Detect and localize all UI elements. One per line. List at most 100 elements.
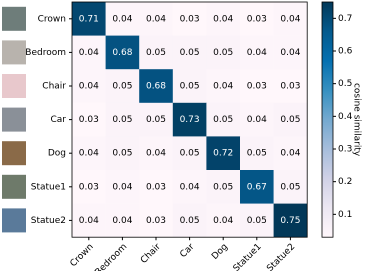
cell-label: 0.04 (79, 48, 99, 58)
cell-label: 0.05 (247, 216, 267, 226)
x-tick-label: Car (178, 242, 196, 260)
heatmap-cell (240, 170, 274, 204)
heatmap-cell (172, 2, 207, 36)
heatmap-cell (72, 69, 106, 104)
heatmap-cell (72, 2, 106, 36)
cell-label: 0.05 (180, 48, 200, 58)
cell-label: 0.75 (280, 216, 300, 226)
y-tick-label: Crown (38, 14, 66, 24)
colorbar-tick-label: 0.6 (338, 47, 353, 57)
thumbnail-image (2, 6, 26, 31)
y-tick-label: Bedroom (25, 48, 66, 58)
cell-label: 0.03 (247, 14, 267, 24)
heatmap-cell (139, 69, 174, 104)
x-tick-label: Bedroom (93, 242, 129, 271)
cell-label: 0.05 (146, 48, 166, 58)
heatmap-cell (72, 136, 106, 171)
heatmap-cell (139, 170, 174, 204)
heatmap-cell (172, 69, 207, 104)
heatmap-cell (139, 2, 174, 36)
cell-label: 0.04 (180, 182, 200, 192)
colorbar-tick-label: 0.3 (338, 145, 352, 155)
heatmap-cell (240, 69, 274, 104)
heatmap-cell (240, 203, 274, 238)
thumbnail-image (2, 141, 26, 166)
x-tick-label: Statue1 (232, 242, 264, 271)
cell-label: 0.03 (280, 82, 300, 92)
heatmap-cell (105, 35, 140, 70)
cell-label: 0.05 (213, 48, 233, 58)
y-tick-label: Car (51, 115, 67, 125)
heatmap-cell (273, 2, 308, 36)
cell-label: 0.03 (79, 182, 99, 192)
cell-label: 0.04 (280, 14, 300, 24)
heatmap-cell (273, 35, 308, 70)
cell-label: 0.05 (213, 182, 233, 192)
heatmap-cell (172, 170, 207, 204)
cell-label: 0.03 (180, 14, 200, 24)
thumbnail-image (2, 107, 26, 132)
cell-label: 0.03 (146, 216, 166, 226)
cell-label: 0.04 (213, 82, 233, 92)
heatmap-cell (206, 170, 241, 204)
heatmap-cell (72, 35, 106, 70)
heatmap-cell (240, 35, 274, 70)
heatmap-cell (273, 102, 308, 137)
cell-label: 0.05 (280, 182, 300, 192)
cell-label: 0.05 (180, 149, 200, 159)
cell-label: 0.04 (112, 182, 132, 192)
cell-label: 0.05 (213, 115, 233, 125)
heatmap-cell (206, 2, 241, 36)
heatmap-cell (240, 2, 274, 36)
cell-label: 0.05 (112, 115, 132, 125)
heatmap-cell (172, 35, 207, 70)
heatmap-cell (105, 69, 140, 104)
cell-label: 0.68 (112, 48, 132, 58)
y-tick-label: Statue1 (31, 182, 66, 192)
heatmap-cell (206, 136, 241, 171)
thumbnail-image (2, 74, 26, 98)
cell-label: 0.05 (280, 115, 300, 125)
heatmap-cell (273, 69, 308, 104)
heatmap-cell (105, 170, 140, 204)
heatmap-cell (273, 203, 308, 238)
thumbnail-image (2, 174, 26, 199)
heatmap-cell (72, 102, 106, 137)
colorbar-tick-label: 0.5 (338, 79, 352, 89)
cell-label: 0.03 (247, 82, 267, 92)
cell-label: 0.04 (213, 216, 233, 226)
cell-label: 0.05 (247, 149, 267, 159)
cell-label: 0.03 (79, 115, 99, 125)
heatmap-cell (206, 69, 241, 104)
heatmap-cell (240, 136, 274, 171)
heatmap-cell (139, 35, 174, 70)
heatmap-cell (172, 203, 207, 238)
cell-label: 0.05 (180, 82, 200, 92)
cell-label: 0.03 (146, 182, 166, 192)
heatmap-cell (105, 2, 140, 36)
heatmap-cell (139, 203, 174, 238)
heatmap-cell (240, 102, 274, 137)
colorbar-tick-label: 0.4 (338, 112, 353, 122)
thumbnail-image (2, 208, 26, 233)
cell-label: 0.67 (247, 182, 267, 192)
thumbnail-image (2, 40, 26, 65)
colorbar (321, 1, 334, 238)
heatmap-cell (139, 102, 174, 137)
x-tick-label: Dog (210, 242, 230, 262)
heatmap-cell (72, 203, 106, 238)
cell-label: 0.73 (180, 115, 200, 125)
x-tick-label: Crown (69, 242, 96, 269)
y-tick-label: Dog (48, 149, 66, 159)
heatmap-cell (72, 170, 106, 204)
cell-label: 0.04 (146, 149, 166, 159)
heatmap-cell (273, 170, 308, 204)
heatmap-cell (172, 136, 207, 171)
cell-label: 0.04 (79, 216, 99, 226)
cell-label: 0.04 (112, 14, 132, 24)
cell-label: 0.71 (79, 14, 99, 24)
heatmap-cell (172, 102, 207, 137)
cell-label: 0.04 (280, 48, 300, 58)
x-tick-label: Chair (139, 242, 163, 266)
colorbar-tick-label: 0.1 (338, 210, 352, 220)
